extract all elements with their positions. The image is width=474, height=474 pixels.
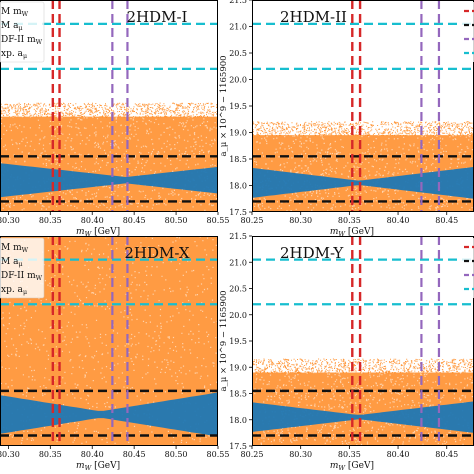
x-axis-label: mW [GeV] [76,461,120,472]
y-tick-label: 20.5 [229,49,247,58]
x-tick-label: 80.45 [435,450,458,459]
legend-entry-1: M aμ [1,257,23,268]
legend: M mW M aμ DF-II mW xp. aμ [0,237,45,299]
x-tick-label: 80.45 [435,216,458,225]
y-axis-label: a_μ × 10^9 − 1165900 [219,290,229,391]
x-tick-label: 80.40 [81,450,104,459]
x-ticks: 80.30 80.35 80.40 80.45 80.50 80.55 [0,212,229,225]
x-axis-label: mW [GeV] [330,227,374,238]
legend-box [0,237,45,299]
x-axis-label: mW [GeV] [330,461,374,472]
x-tick-label: 80.45 [123,216,146,225]
y-tick-label: 21.5 [229,0,247,5]
x-tick-label: 80.50 [165,450,188,459]
plot-area [252,0,474,212]
legend: M mW M aμ DF-II mW xp. aμ [0,1,45,63]
scatter-speckle [252,121,474,212]
panel-title: 2HDM-II [280,8,347,26]
panel-title: 2HDM-Y [280,244,344,262]
y-tick-label: 21.0 [229,258,247,267]
y-tick-label: 19.5 [229,337,247,346]
x-tick-label: 80.35 [39,216,62,225]
scatter-band [0,163,218,198]
y-tick-label: 19.0 [229,129,247,138]
y-axis-label: a_μ × 10^9 − 1165900 [219,55,229,156]
legend-entry-0: M mW [1,7,29,18]
speckle-edge [252,121,474,137]
legend-box [460,238,474,298]
x-tick-label: 80.35 [338,450,361,459]
y-tick-label: 17.5 [229,208,247,217]
scatter-cloud [0,116,218,212]
x-ticks: 80.30 80.35 80.40 80.45 80.50 80.55 [0,446,229,459]
x-tick-label: 80.25 [241,216,264,225]
legend-entry-3: xp. aμ [1,285,27,296]
y-tick-label: 20.5 [229,285,247,294]
plot-area [0,236,218,446]
y-tick-label: 17.5 [229,442,247,451]
x-tick-label: 80.55 [207,450,230,459]
plot-area [252,236,474,446]
y-ticks: 17.5 18.0 18.5 19.0 19.5 20.0 20.5 21.0 21.5 [229,232,252,451]
legend-box [460,2,474,62]
y-tick-label: 20.0 [229,76,247,85]
x-tick-label: 80.50 [165,216,188,225]
panel-top-left: 2HDM-I 80.30 80.35 80.40 80.45 80.50 80.55 mW [… [0,0,229,238]
y-tick-label: 21.5 [229,232,247,241]
speckle-edge [0,102,218,118]
legend-remnant [460,238,474,298]
y-tick-label: 18.0 [229,182,247,191]
legend-entry-2: DF-II mW [1,35,43,46]
x-tick-label: 80.45 [123,450,146,459]
scatter-cloud [0,236,218,446]
axes-frame [0,0,218,212]
speckle-edge [252,358,474,374]
legend-entry-3: xp. aμ [1,49,27,60]
panel-title: 2HDM-I [126,8,187,26]
x-tick-label: 80.35 [39,450,62,459]
y-ticks: 17.5 18.0 18.5 19.0 19.5 20.0 20.5 21.0 21.5 [229,0,252,217]
legend-entry-2: DF-II mW [1,271,43,282]
legend-entry-0: M mW [1,243,29,254]
legend-remnant [460,2,474,62]
scatter-cloud [252,372,474,446]
x-tick-label: 80.35 [338,216,361,225]
legend-box [0,1,45,63]
scatter-speckle [0,102,218,212]
panel-bottom-right: 2HDM-Y 80.25 80.30 80.35 80.40 80.45 mW [GeV] 1… [219,232,474,472]
x-tick-label: 80.30 [0,216,20,225]
scatter-band [252,401,474,433]
panel-bottom-left: 2HDM-X 80.30 80.35 80.40 80.45 80.50 80.55 mW [… [0,236,229,472]
scatter-cloud [252,135,474,212]
x-axis-label: mW [GeV] [76,227,120,238]
scatter-band [252,166,474,199]
y-tick-label: 20.0 [229,311,247,320]
speckle-light [0,111,218,212]
x-tick-label: 80.40 [387,450,410,459]
x-tick-label: 80.40 [81,216,104,225]
legend-entry-1: M aμ [1,21,23,32]
y-tick-label: 18.5 [229,390,247,399]
x-tick-label: 80.40 [387,216,410,225]
x-ticks: 80.25 80.30 80.35 80.40 80.45 [241,212,458,225]
panel-top-right: 2HDM-II 80.25 80.30 80.35 80.40 80.45 mW [GeV]… [219,0,474,238]
x-tick-label: 80.30 [0,450,20,459]
y-tick-label: 18.0 [229,416,247,425]
axes-frame [0,236,218,446]
x-tick-label: 80.25 [241,450,264,459]
x-tick-label: 80.30 [289,450,312,459]
y-tick-label: 18.5 [229,155,247,164]
scatter-band [0,392,218,437]
x-tick-label: 80.55 [207,216,230,225]
y-tick-label: 21.0 [229,23,247,32]
y-tick-label: 19.0 [229,363,247,372]
y-tick-label: 19.5 [229,102,247,111]
panel-title: 2HDM-X [124,244,190,262]
x-tick-label: 80.30 [289,216,312,225]
plot-area [0,0,218,212]
x-ticks: 80.25 80.30 80.35 80.40 80.45 [241,446,458,459]
